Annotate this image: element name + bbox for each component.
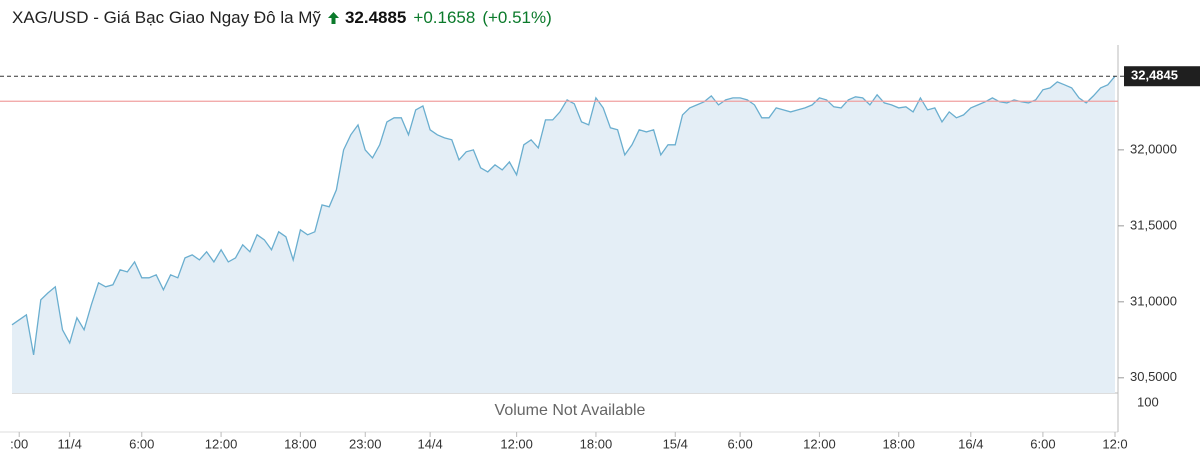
change-percent: (+0.51%) [482,8,552,27]
x-tick-label: :00 [10,436,28,451]
y-tick-label: 32,0000 [1130,141,1177,156]
x-tick-label: 18:00 [284,436,317,451]
x-tick-label: 18:00 [882,436,915,451]
x-tick-label: 16/4 [958,436,983,451]
x-tick-label: 12:00 [803,436,836,451]
x-tick-label: 6:00 [129,436,154,451]
x-tick-label: 15/4 [663,436,688,451]
header: XAG/USD - Giá Bạc Giao Ngay Đô la Mỹ 32.… [12,6,559,30]
x-tick-label: 6:00 [1030,436,1055,451]
x-tick-label: 6:00 [727,436,752,451]
x-tick-label: 12:0 [1102,436,1127,451]
price-line [11,75,1116,356]
change: +0.1658 [413,8,476,27]
volume-note: Volume Not Available [495,402,646,419]
x-tick-label: 23:00 [349,436,382,451]
y-tick-label: 31,5000 [1130,217,1177,232]
x-tick-label: 14/4 [417,436,442,451]
x-tick-label: 11/4 [58,436,82,451]
price: 32.4885 [344,8,407,27]
x-tick-label: 12:00 [500,436,533,451]
title: XAG/USD - Giá Bạc Giao Ngay Đô la Mỹ [12,8,321,27]
y-tick-label: 30,5000 [1130,369,1177,384]
x-tick-label: 18:00 [580,436,613,451]
volume-tick-label: 100 [1137,394,1159,409]
y-tick-label: 31,0000 [1130,293,1177,308]
area-fill [12,76,1115,393]
up-arrow [327,12,339,24]
x-tick-label: 12:00 [205,436,238,451]
last-price-box [1124,66,1200,87]
last-price-label: 32,4845 [1131,68,1178,83]
